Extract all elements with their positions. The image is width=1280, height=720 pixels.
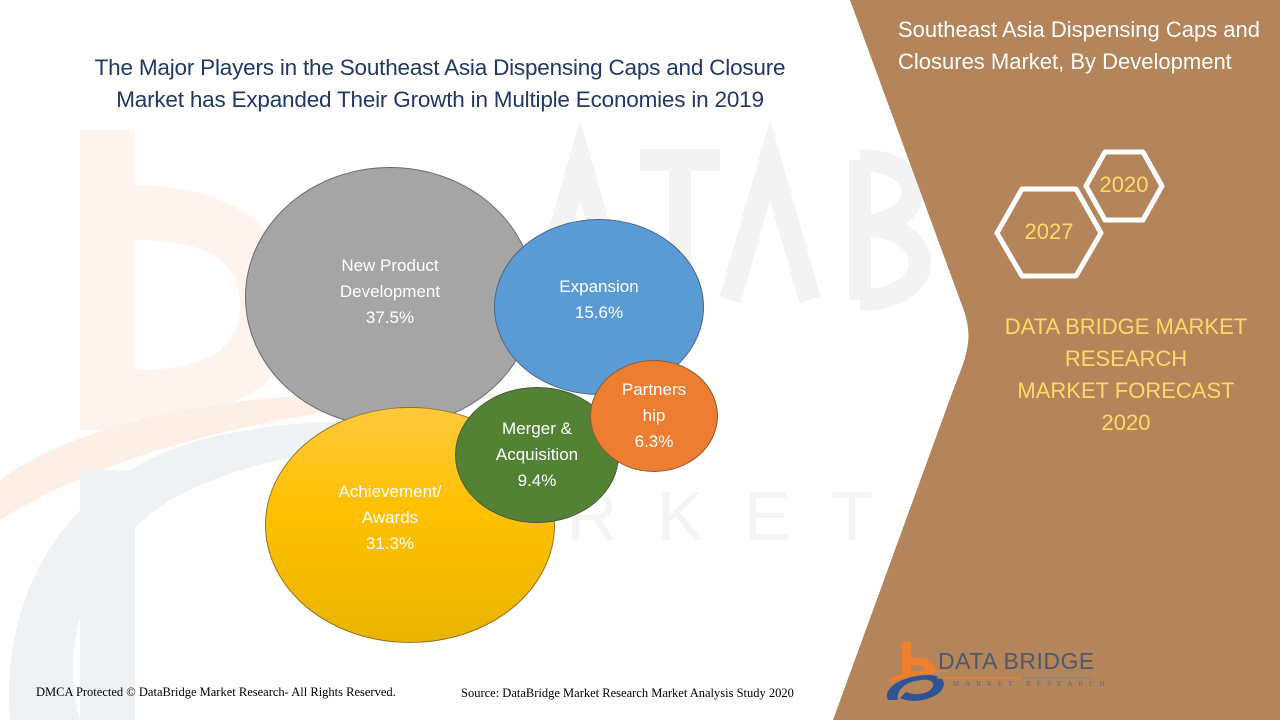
bubble-label: Partners hip <box>621 380 687 425</box>
title-line-1: The Major Players in the Southeast Asia … <box>94 55 786 80</box>
bubble-value: 37.5% <box>365 308 415 327</box>
page-title: The Major Players in the Southeast Asia … <box>40 52 840 116</box>
hexagon-2027-icon <box>994 186 1104 279</box>
logo-name: DATA BRIDGE <box>938 648 1095 674</box>
title-line-2: Market has Expanded Their Growth in Mult… <box>116 87 764 112</box>
hex-year-top: 2020 <box>1099 172 1149 197</box>
bubble-value: 15.6% <box>574 303 624 322</box>
bubble-label: Expansion <box>559 277 639 296</box>
side-panel-title: Southeast Asia Dispensing Caps and Closu… <box>898 17 1261 74</box>
bubble-new-product-development: New Product Development 37.5% <box>245 167 535 427</box>
forecast-line-4: 2020 <box>1101 410 1151 435</box>
data-bridge-logo-icon <box>886 642 1092 701</box>
bubble-value: 9.4% <box>517 471 557 490</box>
bubble-label: New Product Development <box>339 256 441 301</box>
logo-tagline: MARKET RESEARCH <box>953 680 1111 688</box>
copyright-notice: DMCA Protected © DataBridge Market Resea… <box>36 685 396 699</box>
source-note: Source: DataBridge Market Research Marke… <box>461 686 794 700</box>
hex-year-bottom: 2027 <box>1024 219 1074 244</box>
bubble-value: 31.3% <box>365 534 415 553</box>
hexagon-2020-icon <box>1083 149 1165 223</box>
bubble-partnership: Partners hip 6.3% <box>590 360 718 472</box>
bubble-label: Merger & Acquisition <box>495 419 579 464</box>
forecast-text: DATA BRIDGE MARKET RESEARCH MARKET FOREC… <box>985 311 1267 439</box>
forecast-line-1: DATA BRIDGE MARKET <box>1004 314 1248 339</box>
bubble-label: Achievement/ Awards <box>338 482 442 527</box>
forecast-line-2: RESEARCH <box>1064 346 1188 371</box>
forecast-line-3: MARKET FORECAST <box>1017 378 1235 403</box>
bubble-value: 6.3% <box>634 432 674 451</box>
